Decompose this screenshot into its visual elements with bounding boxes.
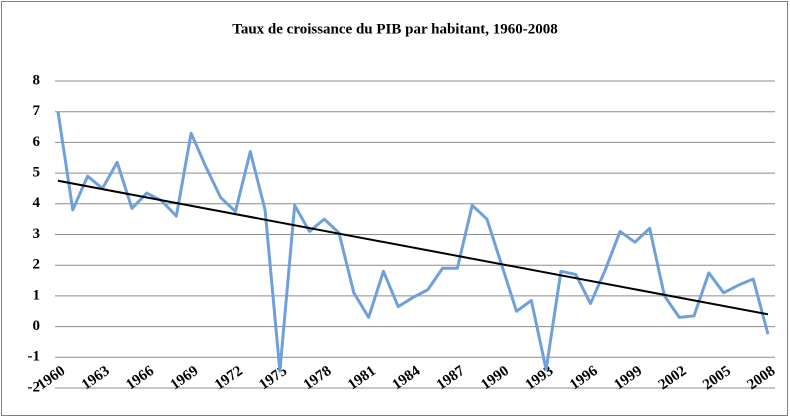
chart-title: Taux de croissance du PIB par habitant, …	[232, 21, 558, 37]
y-tick-label: 3	[33, 226, 41, 242]
data-line	[56, 111, 770, 373]
y-tick-label: 5	[33, 165, 41, 181]
y-tick-label: 6	[33, 134, 41, 150]
y-tick-label: 7	[33, 103, 41, 119]
trend-line	[57, 179, 769, 316]
y-tick-label: -1	[28, 349, 41, 365]
y-tick-label: -2	[28, 379, 41, 395]
y-tick-label: 0	[33, 318, 41, 334]
y-tick-label: 4	[33, 195, 41, 211]
y-tick-label: 2	[33, 257, 41, 273]
y-tick-label: 1	[33, 287, 41, 303]
y-tick-label: 8	[33, 72, 41, 88]
